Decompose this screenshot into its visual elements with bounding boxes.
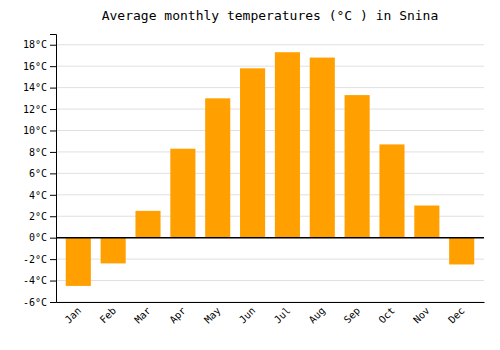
y-axis-line: [50, 35, 57, 303]
bar: [170, 149, 195, 238]
y-tick: -6°C: [23, 297, 56, 308]
grid-line: [56, 302, 484, 303]
y-tick-mark: [50, 152, 56, 153]
bar: [66, 238, 91, 286]
y-tick-mark: [50, 302, 56, 303]
x-tick: Sep: [342, 302, 363, 325]
y-tick: 8°C: [29, 147, 56, 158]
y-tick-label: 16°C: [23, 61, 47, 72]
y-tick-mark: [50, 216, 56, 217]
chart: -6°C -4°C -2°C 0°C 2°C 4°C 6°C 8°C 10°C 12°C 14°C 1…: [0, 0, 500, 350]
y-tick: 18°C: [23, 39, 56, 50]
x-tick-label: Jan: [63, 305, 84, 326]
y-tick: 4°C: [29, 190, 56, 201]
y-tick-label: 0°C: [29, 232, 47, 243]
x-tick: Feb: [98, 302, 119, 325]
y-tick-label: 2°C: [29, 211, 47, 222]
bar: [135, 211, 160, 238]
x-tick-label: Jun: [237, 305, 258, 326]
y-tick-mark: [50, 195, 56, 196]
x-tick-label: Aug: [307, 305, 328, 326]
y-tick-label: 14°C: [23, 82, 47, 93]
y-tick: 6°C: [29, 168, 56, 179]
bar: [101, 238, 126, 264]
y-tick-mark: [50, 281, 56, 282]
title: Average monthly temperatures (°C ) in Sn…: [102, 8, 439, 23]
grid-line: [56, 237, 484, 238]
x-tick-label: Dec: [446, 305, 467, 326]
y-tick: -2°C: [23, 254, 56, 265]
x-tick: Nov: [411, 302, 432, 325]
y-tick-label: 18°C: [23, 39, 47, 50]
grid-line: [56, 109, 484, 110]
grid-line: [56, 151, 484, 152]
y-tick: 12°C: [23, 104, 56, 115]
y-tick-label: 10°C: [23, 125, 47, 136]
y-tick: 16°C: [23, 61, 56, 72]
y-tick-label: 4°C: [29, 190, 47, 201]
x-tick-label: Oct: [376, 305, 397, 326]
y-tick-label: 6°C: [29, 168, 47, 179]
y-tick-label: -2°C: [23, 254, 47, 265]
x-tick: Apr: [167, 302, 188, 325]
y-tick-label: 8°C: [29, 147, 47, 158]
y-tick: 2°C: [29, 211, 56, 222]
bar: [379, 144, 404, 237]
bar: [449, 238, 474, 265]
grid-line: [56, 66, 484, 67]
y-tick-mark: [50, 130, 56, 131]
y-tick: 14°C: [23, 82, 56, 93]
grid-line: [56, 194, 484, 195]
x-tick-label: Apr: [167, 305, 188, 326]
y-tick: 0°C: [29, 232, 56, 243]
x-tick: Dec: [446, 302, 467, 325]
y-tick-label: -6°C: [23, 297, 47, 308]
x-tick: Jun: [237, 302, 258, 325]
x-tick-label: Feb: [98, 305, 119, 326]
zero-line: [56, 237, 484, 239]
bar: [205, 98, 230, 237]
y-tick: 10°C: [23, 125, 56, 136]
y-tick: -4°C: [23, 275, 56, 286]
bar: [240, 68, 265, 237]
y-axis: -6°C -4°C -2°C 0°C 2°C 4°C 6°C 8°C 10°C 12°C 14°C 1…: [23, 35, 57, 308]
x-tick-label: Nov: [411, 305, 432, 326]
y-tick-mark: [50, 259, 56, 260]
x-tick-label: Mar: [132, 305, 153, 326]
bar: [310, 58, 335, 238]
x-tick: Jan: [63, 302, 84, 325]
plot: -6°C -4°C -2°C 0°C 2°C 4°C 6°C 8°C 10°C 12°C 14°C 1…: [23, 35, 485, 326]
grid-line: [56, 130, 484, 131]
x-axis: Jan Feb Mar Apr May Jun Jul Aug Sep Oct Nov Dec: [57, 302, 485, 325]
x-tick: May: [202, 302, 223, 325]
x-tick-label: Sep: [342, 305, 363, 326]
bar: [414, 206, 439, 238]
x-tick-label: May: [202, 305, 223, 326]
bar: [275, 52, 300, 237]
x-tick: Mar: [132, 302, 153, 325]
y-tick-mark: [50, 66, 56, 67]
grid-line: [56, 280, 484, 281]
bar: [345, 95, 370, 238]
x-tick: Oct: [376, 302, 397, 325]
x-tick: Jul: [272, 302, 293, 325]
grid-line: [56, 44, 484, 45]
y-tick-mark: [50, 88, 56, 89]
grid: [56, 45, 484, 302]
y-tick-mark: [50, 45, 56, 46]
y-tick-mark: [50, 109, 56, 110]
bars: [66, 52, 474, 286]
x-tick-label: Jul: [272, 305, 293, 326]
y-tick-mark: [50, 173, 56, 174]
y-tick-label: -4°C: [23, 275, 47, 286]
grid-line: [56, 173, 484, 174]
y-tick-label: 12°C: [23, 104, 47, 115]
grid-line: [56, 87, 484, 88]
x-axis-line: [57, 302, 485, 303]
y-tick-mark: [50, 238, 56, 239]
x-tick: Aug: [307, 302, 328, 325]
